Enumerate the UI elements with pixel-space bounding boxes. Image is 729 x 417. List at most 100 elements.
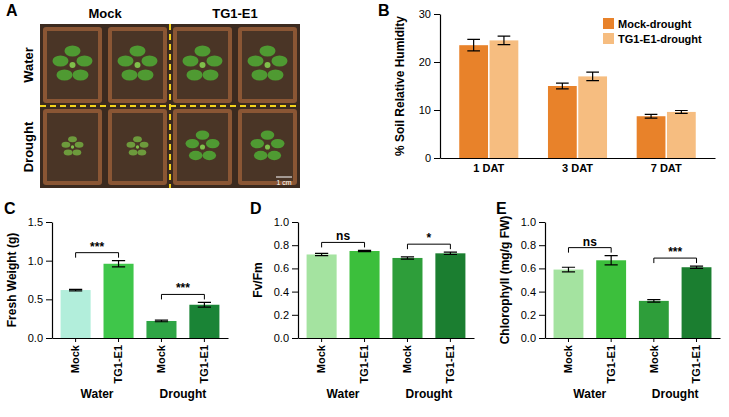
plant-center [200, 62, 206, 68]
bar [189, 305, 219, 338]
leaf [138, 70, 154, 81]
leaf [203, 151, 217, 160]
error-bar [69, 289, 82, 291]
row-label: Water [21, 47, 36, 83]
y-tick-label: 0.0 [274, 332, 289, 344]
y-tick-mark [434, 158, 440, 159]
leaf [73, 149, 82, 155]
y-tick: 0.4 [521, 286, 545, 298]
y-tick-label: 1.5 [28, 216, 43, 228]
y-tick: 0.5 [28, 293, 52, 305]
y-tick-mark [46, 261, 52, 262]
y-tick-mark [434, 62, 440, 63]
soil [47, 113, 98, 181]
y-axis: 0.00.51.01.5 [28, 216, 53, 344]
leaf [203, 70, 219, 81]
error-bar [586, 72, 599, 81]
y-tick: 1.0 [274, 216, 298, 228]
error-bar [198, 302, 211, 307]
y-tick-label: 0.5 [28, 293, 43, 305]
group-label: Water [81, 387, 114, 401]
y-tick-label: 30 [419, 8, 431, 20]
pot [43, 109, 102, 185]
group-label: Drought [406, 387, 453, 401]
x-tick-label: Mock [155, 344, 167, 373]
x-tick-label: Mock [648, 344, 660, 373]
chart: B01020301 DAT3 DAT7 DAT% Soil Relative H… [378, 2, 716, 174]
leaf [77, 56, 93, 67]
scale-bar-label: 1 cm [276, 179, 291, 186]
bar [435, 253, 465, 338]
plant-center [265, 144, 270, 149]
y-tick-label: 0.0 [521, 332, 536, 344]
x-axis-line [441, 158, 716, 159]
y-tick: 0.8 [274, 239, 298, 251]
chart: E0.00.20.40.60.81.0MockTG1-E1MockTG1-E1W… [496, 200, 721, 401]
y-tick: 0 [425, 152, 440, 164]
leaf [75, 142, 84, 148]
leaf [195, 46, 211, 57]
group-label: Drought [160, 387, 207, 401]
plant-center [200, 144, 205, 149]
x-tick: TG1-E1 [358, 338, 370, 384]
x-tick: Mock [315, 338, 327, 373]
x-tick-label: 3 DAT [562, 162, 593, 174]
significance-label: *** [90, 240, 104, 254]
x-tick-label: Mock [401, 344, 413, 373]
legend-swatch [603, 33, 614, 44]
leaf [261, 130, 275, 139]
y-tick-label: 0 [425, 152, 431, 164]
leaf [73, 70, 89, 81]
x-tick-mark [118, 338, 119, 342]
panel-label: A [6, 2, 18, 19]
bar [639, 301, 669, 338]
plant-center [136, 145, 139, 148]
y-tick-mark [539, 338, 545, 339]
y-tick: 0.0 [274, 332, 298, 344]
column-label: Mock [88, 6, 122, 21]
x-tick: TG1-E1 [690, 338, 702, 384]
y-tick: 1.0 [521, 216, 545, 228]
leaf [129, 149, 138, 155]
photo-panel: AMockTG1-E1WaterDrought1 cm [6, 2, 300, 188]
error-bar [690, 266, 703, 268]
chart: C0.00.51.01.5MockTG1-E1MockTG1-E1WaterDr… [4, 200, 229, 401]
plot-area [307, 250, 466, 338]
x-tick-mark [653, 338, 654, 342]
pot [173, 27, 232, 103]
column-label: TG1-E1 [212, 6, 258, 21]
y-axis-title: Fv/Fm [251, 262, 265, 297]
plot-area [459, 36, 695, 158]
leaf [250, 139, 264, 148]
pot [108, 27, 167, 103]
x-tick-label: TG1-E1 [358, 345, 370, 384]
leaf [122, 70, 138, 81]
error-bar [401, 257, 414, 259]
pot [173, 109, 232, 185]
pot [43, 27, 102, 103]
y-tick: 0.0 [521, 332, 545, 344]
y-tick: 0.4 [274, 286, 298, 298]
leaf [268, 70, 284, 81]
x-axis: MockTG1-E1MockTG1-E1 [546, 338, 721, 384]
y-tick-mark [292, 338, 298, 339]
group-label: Drought [652, 387, 699, 401]
x-tick-label: Mock [562, 344, 574, 373]
error-bar [358, 250, 371, 251]
soil [177, 31, 228, 99]
x-tick-mark [75, 338, 76, 342]
significance-label: ns [583, 235, 597, 249]
y-tick-mark [292, 268, 298, 269]
y-tick: 30 [419, 8, 440, 20]
leaf [207, 56, 223, 67]
y-tick-label: 0.2 [274, 309, 289, 321]
y-tick-mark [292, 245, 298, 246]
panel-label: C [4, 200, 16, 217]
y-tick-mark [46, 338, 52, 339]
x-tick-mark [161, 338, 162, 342]
y-tick: 0.6 [274, 262, 298, 274]
plant-center [135, 62, 141, 68]
y-tick-label: 0.6 [274, 262, 289, 274]
x-tick-label: Mock [69, 344, 81, 373]
soil [112, 31, 163, 99]
